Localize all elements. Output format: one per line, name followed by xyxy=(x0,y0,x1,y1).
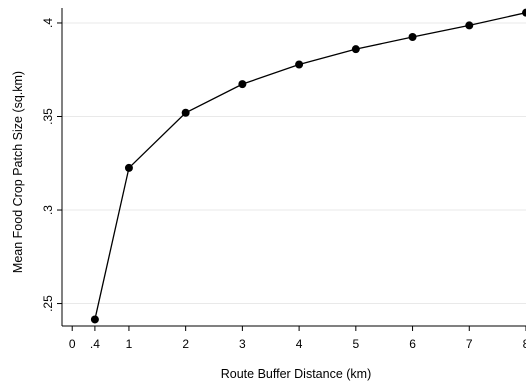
y-tick-label: .4 xyxy=(41,18,55,28)
y-axis-ticks: .25 .3 .35 .4 xyxy=(41,18,62,312)
y-tick-label: .35 xyxy=(41,108,55,125)
x-tick-label: 0 xyxy=(69,337,76,351)
y-tick-label: .25 xyxy=(41,295,55,312)
x-tick-label: 4 xyxy=(296,337,303,351)
data-point xyxy=(238,80,247,89)
x-tick-label: .4 xyxy=(90,337,100,351)
x-tick-label: 1 xyxy=(126,337,133,351)
x-axis-ticks: 0 .4 1 2 3 4 5 6 7 8 xyxy=(69,326,526,351)
x-tick-label: 5 xyxy=(352,337,359,351)
y-tick-label: .3 xyxy=(41,205,55,215)
data-point xyxy=(295,60,304,69)
data-point xyxy=(408,32,417,41)
x-axis-label: Route Buffer Distance (km) xyxy=(221,367,372,381)
y-axis-label: Mean Food Crop Patch Size (sq.km) xyxy=(11,71,25,273)
x-tick-label: 3 xyxy=(239,337,246,351)
x-tick-label: 7 xyxy=(466,337,473,351)
data-point xyxy=(124,163,133,172)
x-tick-label: 2 xyxy=(182,337,189,351)
series-line xyxy=(94,12,526,320)
data-point xyxy=(181,108,190,117)
data-point xyxy=(90,315,99,324)
x-tick-label: 6 xyxy=(409,337,416,351)
data-series xyxy=(90,8,526,324)
gridlines xyxy=(62,22,526,305)
data-point xyxy=(465,21,474,30)
x-tick-label: 8 xyxy=(523,337,526,351)
axes xyxy=(61,8,526,327)
data-point xyxy=(351,45,360,54)
data-point xyxy=(522,8,526,17)
